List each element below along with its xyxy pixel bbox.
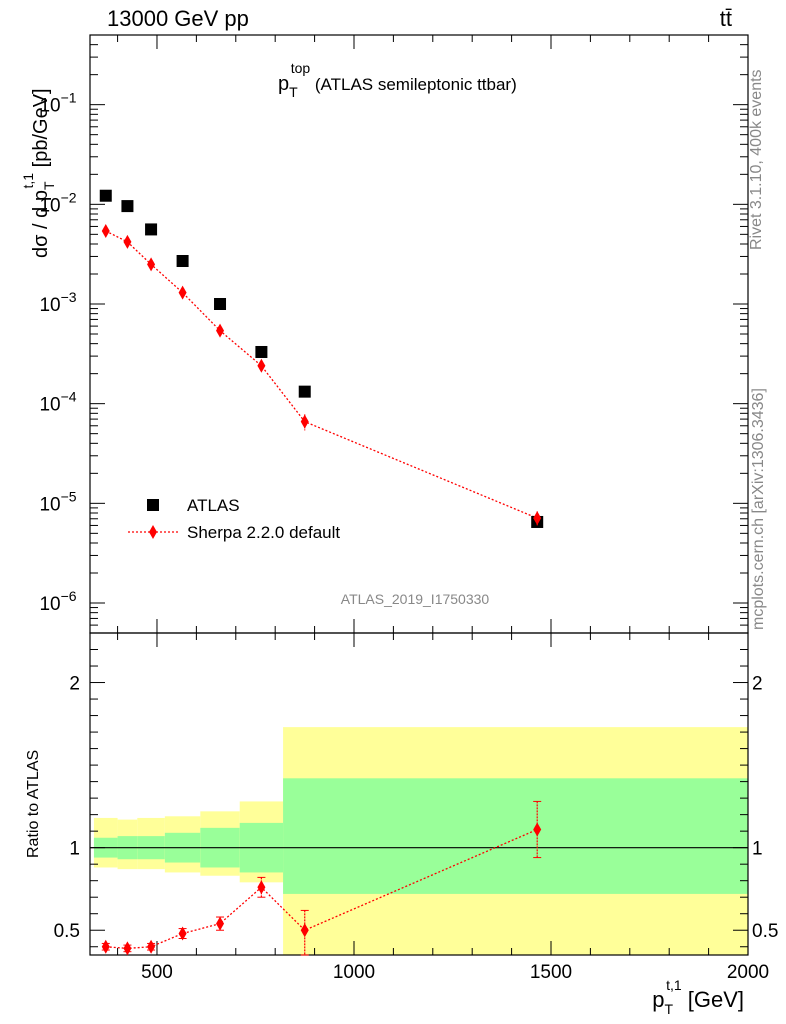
x-tick-label: 500 — [141, 962, 173, 983]
legend-label-sherpa: Sherpa 2.2.0 default — [187, 523, 340, 542]
ratio-y-tick-label-left: 1 — [69, 839, 80, 860]
y-tick-label: 10−2 — [39, 189, 76, 216]
x-tick-label: 2000 — [727, 962, 769, 983]
analysis-watermark: ATLAS_2019_I1750330 — [341, 591, 490, 607]
sherpa-point — [533, 511, 542, 526]
legend-marker-sherpa — [149, 525, 157, 539]
y-tick-label: 10−5 — [39, 488, 76, 515]
ratio-sherpa-point — [178, 926, 187, 941]
ratio-band-inner — [283, 778, 748, 894]
x-axis-title: pTt,1 [GeV] — [652, 977, 744, 1017]
x-tick-label: 1000 — [333, 962, 375, 983]
x-tick-label: 1500 — [530, 962, 572, 983]
sherpa-point — [300, 414, 309, 429]
y-tick-label: 10−3 — [39, 289, 76, 316]
ratio-y-tick-label-left: 0.5 — [54, 921, 80, 942]
atlas-point — [255, 345, 268, 358]
energy-label: 13000 GeV pp — [107, 6, 249, 31]
atlas-point — [121, 200, 134, 213]
ratio-y-tick-label-right: 2 — [752, 674, 763, 695]
atlas-point — [99, 189, 112, 202]
sherpa-point — [147, 257, 156, 272]
sherpa-line — [105, 230, 538, 519]
ratio-panel: 500 1000 1500 2000 0.5 0.5 1 1 2 2 — [54, 619, 778, 983]
y-tick-label: 10−6 — [39, 588, 76, 615]
ratio-sherpa-line — [105, 828, 538, 950]
ratio-sherpa-point — [300, 923, 309, 938]
main-title: pTtop (ATLAS semileptonic ttbar) — [278, 60, 517, 100]
ratio-y-tick-label-left: 2 — [69, 674, 80, 695]
mcplots-label: mcplots.cern.ch [arXiv:1306.3436] — [750, 388, 767, 630]
sherpa-point — [257, 358, 266, 373]
atlas-point — [214, 297, 227, 310]
legend-marker-atlas — [147, 499, 159, 511]
ratio-y-tick-label-right: 0.5 — [752, 921, 778, 942]
legend-label-atlas: ATLAS — [187, 496, 240, 515]
main-y-axis-title: dσ / d pTt,1 [pb/GeV] — [20, 88, 57, 258]
process-label: tt̄ — [720, 6, 732, 31]
sherpa-point — [216, 323, 225, 338]
rivet-label: Rivet 3.1.10, 400k events — [748, 69, 765, 250]
ratio-sherpa-point — [147, 939, 156, 954]
y-tick-label: 10−4 — [39, 389, 76, 416]
ratio-y-tick-label-right: 1 — [752, 839, 763, 860]
legend: ATLAS Sherpa 2.2.0 default — [128, 496, 340, 542]
ratio-sherpa-point — [101, 939, 110, 954]
ratio-sherpa-point — [533, 822, 542, 837]
atlas-point — [298, 385, 311, 398]
atlas-point — [145, 223, 158, 236]
ratio-sherpa-point — [123, 941, 132, 956]
atlas-point — [176, 255, 189, 268]
ratio-frame — [89, 632, 749, 956]
sherpa-point — [178, 285, 187, 300]
main-frame — [89, 34, 749, 634]
ratio-y-axis-title: Ratio to ATLAS — [25, 750, 42, 858]
y-tick-label: 10−1 — [39, 90, 76, 117]
sherpa-point — [123, 234, 132, 249]
ratio-sherpa-point — [257, 880, 266, 895]
sherpa-point — [101, 224, 110, 239]
ratio-sherpa-point — [216, 916, 225, 931]
main-panel: 10−6 10−5 10−4 10−3 10−2 10−1 — [39, 34, 749, 634]
